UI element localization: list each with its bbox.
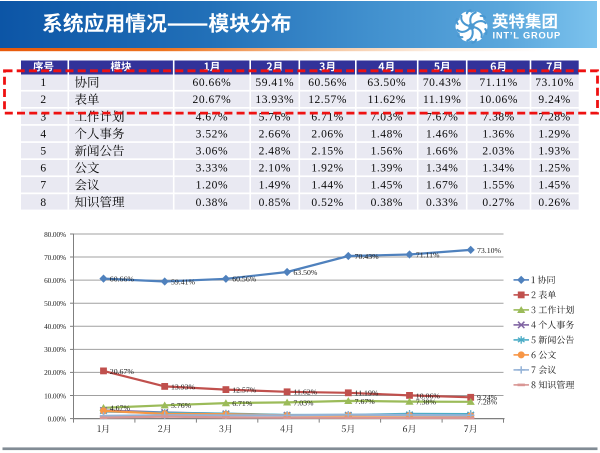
svg-text:1.39%: 1.39%: [371, 163, 403, 175]
svg-text:0.38%: 0.38%: [196, 197, 228, 209]
svg-text:2.48%: 2.48%: [259, 146, 291, 158]
svg-text:13.93%: 13.93%: [171, 382, 196, 391]
svg-text:10.00%: 10.00%: [44, 391, 66, 400]
svg-text:2.15%: 2.15%: [311, 146, 343, 158]
svg-text:60.66%: 60.66%: [110, 275, 135, 284]
svg-text:20.00%: 20.00%: [44, 368, 66, 377]
svg-text:80.00%: 80.00%: [44, 230, 66, 239]
svg-text:73.10%: 73.10%: [535, 77, 574, 89]
svg-text:2.66%: 2.66%: [259, 128, 291, 140]
svg-text:20.67%: 20.67%: [193, 94, 232, 106]
svg-text:70.00%: 70.00%: [44, 253, 66, 262]
svg-text:10.06%: 10.06%: [416, 391, 441, 400]
svg-text:1.48%: 1.48%: [371, 128, 403, 140]
svg-text:0.38%: 0.38%: [371, 197, 403, 209]
svg-text:6.71%: 6.71%: [232, 399, 253, 408]
svg-text:12.57%: 12.57%: [308, 94, 347, 106]
svg-text:4.67%: 4.67%: [110, 404, 131, 413]
svg-text:7.38%: 7.38%: [416, 398, 437, 407]
svg-text:11.19%: 11.19%: [423, 94, 461, 106]
svg-text:1.36%: 1.36%: [482, 128, 514, 140]
svg-text:9.24%: 9.24%: [538, 94, 570, 106]
svg-text:1.55%: 1.55%: [482, 180, 514, 192]
svg-text:0.27%: 0.27%: [482, 197, 514, 209]
svg-text:9.24%: 9.24%: [477, 393, 498, 402]
svg-text:6: 6: [40, 163, 46, 175]
svg-text:0.85%: 0.85%: [259, 197, 291, 209]
svg-text:12.57%: 12.57%: [232, 386, 257, 395]
svg-text:20.67%: 20.67%: [110, 367, 135, 376]
svg-text:0.00%: 0.00%: [48, 414, 66, 423]
svg-text:1.92%: 1.92%: [311, 163, 343, 175]
svg-text:INT’L GROUP: INT’L GROUP: [493, 30, 562, 40]
svg-text:1.25%: 1.25%: [538, 163, 570, 175]
svg-text:3.06%: 3.06%: [196, 146, 228, 158]
svg-text:10.06%: 10.06%: [479, 94, 518, 106]
svg-text:1.20%: 1.20%: [196, 180, 228, 192]
svg-text:30.00%: 30.00%: [44, 345, 66, 354]
svg-text:1.67%: 1.67%: [426, 180, 458, 192]
svg-text:60.66%: 60.66%: [193, 77, 232, 89]
svg-text:5.76%: 5.76%: [171, 401, 192, 410]
svg-text:3.52%: 3.52%: [196, 128, 228, 140]
svg-text:71.11%: 71.11%: [479, 77, 517, 89]
svg-text:13.93%: 13.93%: [255, 94, 294, 106]
svg-text:63.50%: 63.50%: [367, 77, 406, 89]
svg-text:70.43%: 70.43%: [355, 252, 380, 261]
svg-text:7.67%: 7.67%: [355, 397, 376, 406]
svg-text:59.41%: 59.41%: [255, 77, 294, 89]
svg-text:1.46%: 1.46%: [426, 128, 458, 140]
svg-text:1.45%: 1.45%: [371, 180, 403, 192]
svg-text:7: 7: [40, 180, 46, 192]
svg-text:71.11%: 71.11%: [416, 250, 440, 259]
svg-text:73.10%: 73.10%: [477, 246, 502, 255]
svg-text:4: 4: [40, 128, 46, 140]
svg-text:60.56%: 60.56%: [232, 275, 257, 284]
svg-text:2.03%: 2.03%: [482, 146, 514, 158]
svg-text:5: 5: [40, 146, 46, 158]
svg-text:1: 1: [40, 77, 46, 89]
svg-text:1.56%: 1.56%: [371, 146, 403, 158]
svg-text:1.45%: 1.45%: [538, 180, 570, 192]
svg-text:63.50%: 63.50%: [293, 268, 318, 277]
svg-text:7.03%: 7.03%: [293, 398, 314, 407]
svg-text:0.26%: 0.26%: [538, 197, 570, 209]
svg-text:1.49%: 1.49%: [259, 180, 291, 192]
svg-text:3: 3: [40, 111, 46, 123]
svg-text:8: 8: [40, 197, 46, 209]
svg-text:0.52%: 0.52%: [311, 197, 343, 209]
svg-text:2.06%: 2.06%: [311, 128, 343, 140]
svg-text:1.93%: 1.93%: [538, 146, 570, 158]
svg-text:3.33%: 3.33%: [196, 163, 228, 175]
svg-text:0.33%: 0.33%: [426, 197, 458, 209]
svg-text:1.34%: 1.34%: [482, 163, 514, 175]
svg-text:1.66%: 1.66%: [426, 146, 458, 158]
svg-text:70.43%: 70.43%: [423, 77, 462, 89]
svg-text:50.00%: 50.00%: [44, 299, 66, 308]
svg-text:11.62%: 11.62%: [293, 388, 317, 397]
svg-text:59.41%: 59.41%: [171, 277, 196, 286]
svg-text:60.56%: 60.56%: [308, 77, 347, 89]
svg-text:7.67%: 7.67%: [426, 111, 458, 123]
svg-text:11.19%: 11.19%: [355, 389, 379, 398]
svg-text:2: 2: [40, 94, 46, 106]
svg-text:11.62%: 11.62%: [368, 94, 406, 106]
svg-text:7.28%: 7.28%: [477, 398, 498, 407]
svg-text:1.29%: 1.29%: [538, 128, 570, 140]
svg-text:2.10%: 2.10%: [259, 163, 291, 175]
svg-text:60.00%: 60.00%: [44, 276, 66, 285]
svg-text:1.44%: 1.44%: [311, 180, 343, 192]
svg-text:40.00%: 40.00%: [44, 322, 66, 331]
svg-text:1.34%: 1.34%: [426, 163, 458, 175]
